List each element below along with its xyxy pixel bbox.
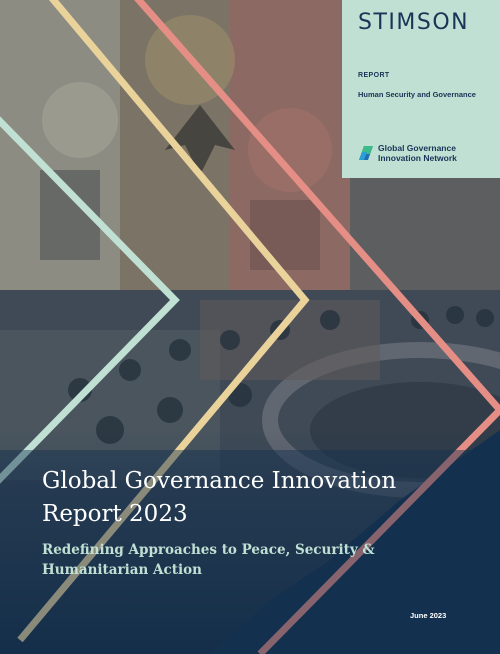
report-type-label: REPORT [358, 72, 390, 79]
network-name: Global Governance Innovation Network [378, 143, 457, 163]
network-logo: Global Governance Innovation Network [358, 143, 498, 163]
report-subtitle: Redefining Approaches to Peace, Security… [42, 542, 375, 578]
mint-chevron-stripe [0, 116, 180, 484]
report-label-box: STIMSON REPORT Human Security and Govern… [342, 0, 500, 178]
network-logo-icon [359, 146, 373, 160]
report-title: Global Governance Innovation Report 2023 [42, 468, 397, 527]
stimson-logo: STIMSON [358, 10, 470, 35]
yellow-chevron-stripe [17, 0, 310, 643]
publication-date: June 2023 [410, 611, 447, 620]
program-name: Human Security and Governance [358, 90, 476, 99]
pink-chevron-stripe [134, 0, 500, 654]
